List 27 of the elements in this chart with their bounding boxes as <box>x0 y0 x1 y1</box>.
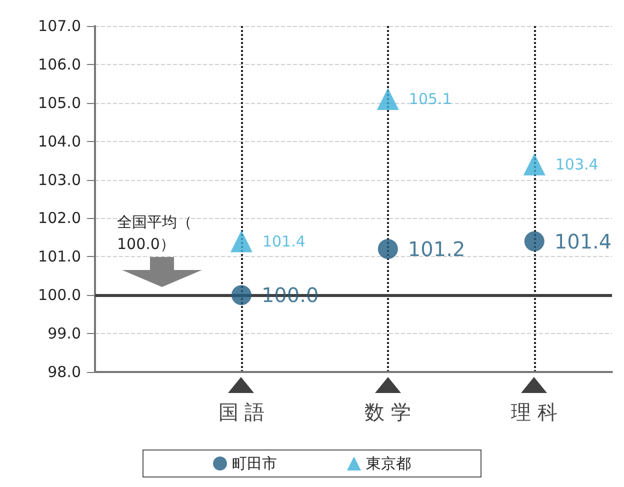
data-label: 101.4 <box>554 229 612 254</box>
data-label: 105.1 <box>408 90 452 108</box>
point <box>230 230 252 252</box>
y-tick-label: 99.0 <box>48 324 81 343</box>
legend-label: 町田市 <box>232 454 277 472</box>
y-tick-label: 102.0 <box>38 209 81 228</box>
point <box>231 285 252 306</box>
y-tick-label: 101.0 <box>38 248 81 266</box>
legend-label: 東京都 <box>366 454 411 472</box>
point <box>378 238 398 259</box>
y-tick-label: 106.0 <box>38 55 81 74</box>
y-tick-label: 98.0 <box>48 363 81 381</box>
y-tick-label: 100.0 <box>38 286 81 304</box>
y-tick-label: 105.0 <box>38 94 81 112</box>
point <box>376 88 399 110</box>
y-tick-label: 103.0 <box>38 170 81 189</box>
y-tick-label: 107.0 <box>38 17 81 35</box>
x-tick-label: 理 科 <box>511 400 558 424</box>
data-label: 103.4 <box>555 155 598 174</box>
y-tick-label: 104.0 <box>38 132 81 150</box>
data-label: 101.2 <box>408 236 466 261</box>
x-tick-label: 国 語 <box>218 400 265 424</box>
point <box>524 231 544 252</box>
data-label: 101.4 <box>262 232 306 250</box>
point <box>523 153 546 176</box>
ref-line-label: 全国平均（100.0） <box>117 213 192 254</box>
x-tick-label: 数 学 <box>364 400 412 424</box>
